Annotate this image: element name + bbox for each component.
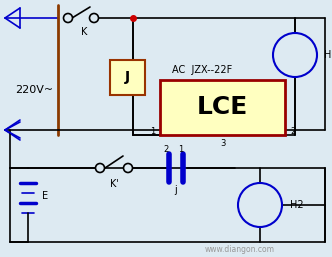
Text: 3: 3: [220, 139, 225, 148]
Text: 220V~: 220V~: [15, 85, 53, 95]
Text: K': K': [110, 179, 119, 189]
Text: H2: H2: [290, 200, 304, 210]
Text: j: j: [175, 185, 177, 195]
Circle shape: [96, 163, 105, 172]
Text: 2: 2: [290, 127, 295, 136]
Text: 2: 2: [163, 145, 169, 154]
Text: E: E: [42, 191, 48, 201]
Text: 1: 1: [178, 145, 184, 154]
FancyBboxPatch shape: [160, 80, 285, 135]
Circle shape: [124, 163, 132, 172]
Text: 1: 1: [150, 127, 155, 136]
Text: J: J: [125, 70, 130, 85]
Circle shape: [273, 33, 317, 77]
Text: K: K: [81, 27, 87, 37]
FancyBboxPatch shape: [110, 60, 145, 95]
Circle shape: [238, 183, 282, 227]
Text: H1: H1: [324, 50, 332, 60]
Text: AC  JZX--22F: AC JZX--22F: [172, 65, 232, 75]
Circle shape: [90, 14, 99, 23]
Text: www.diangon.com: www.diangon.com: [205, 245, 275, 254]
Text: LCE: LCE: [197, 96, 248, 120]
Circle shape: [63, 14, 72, 23]
